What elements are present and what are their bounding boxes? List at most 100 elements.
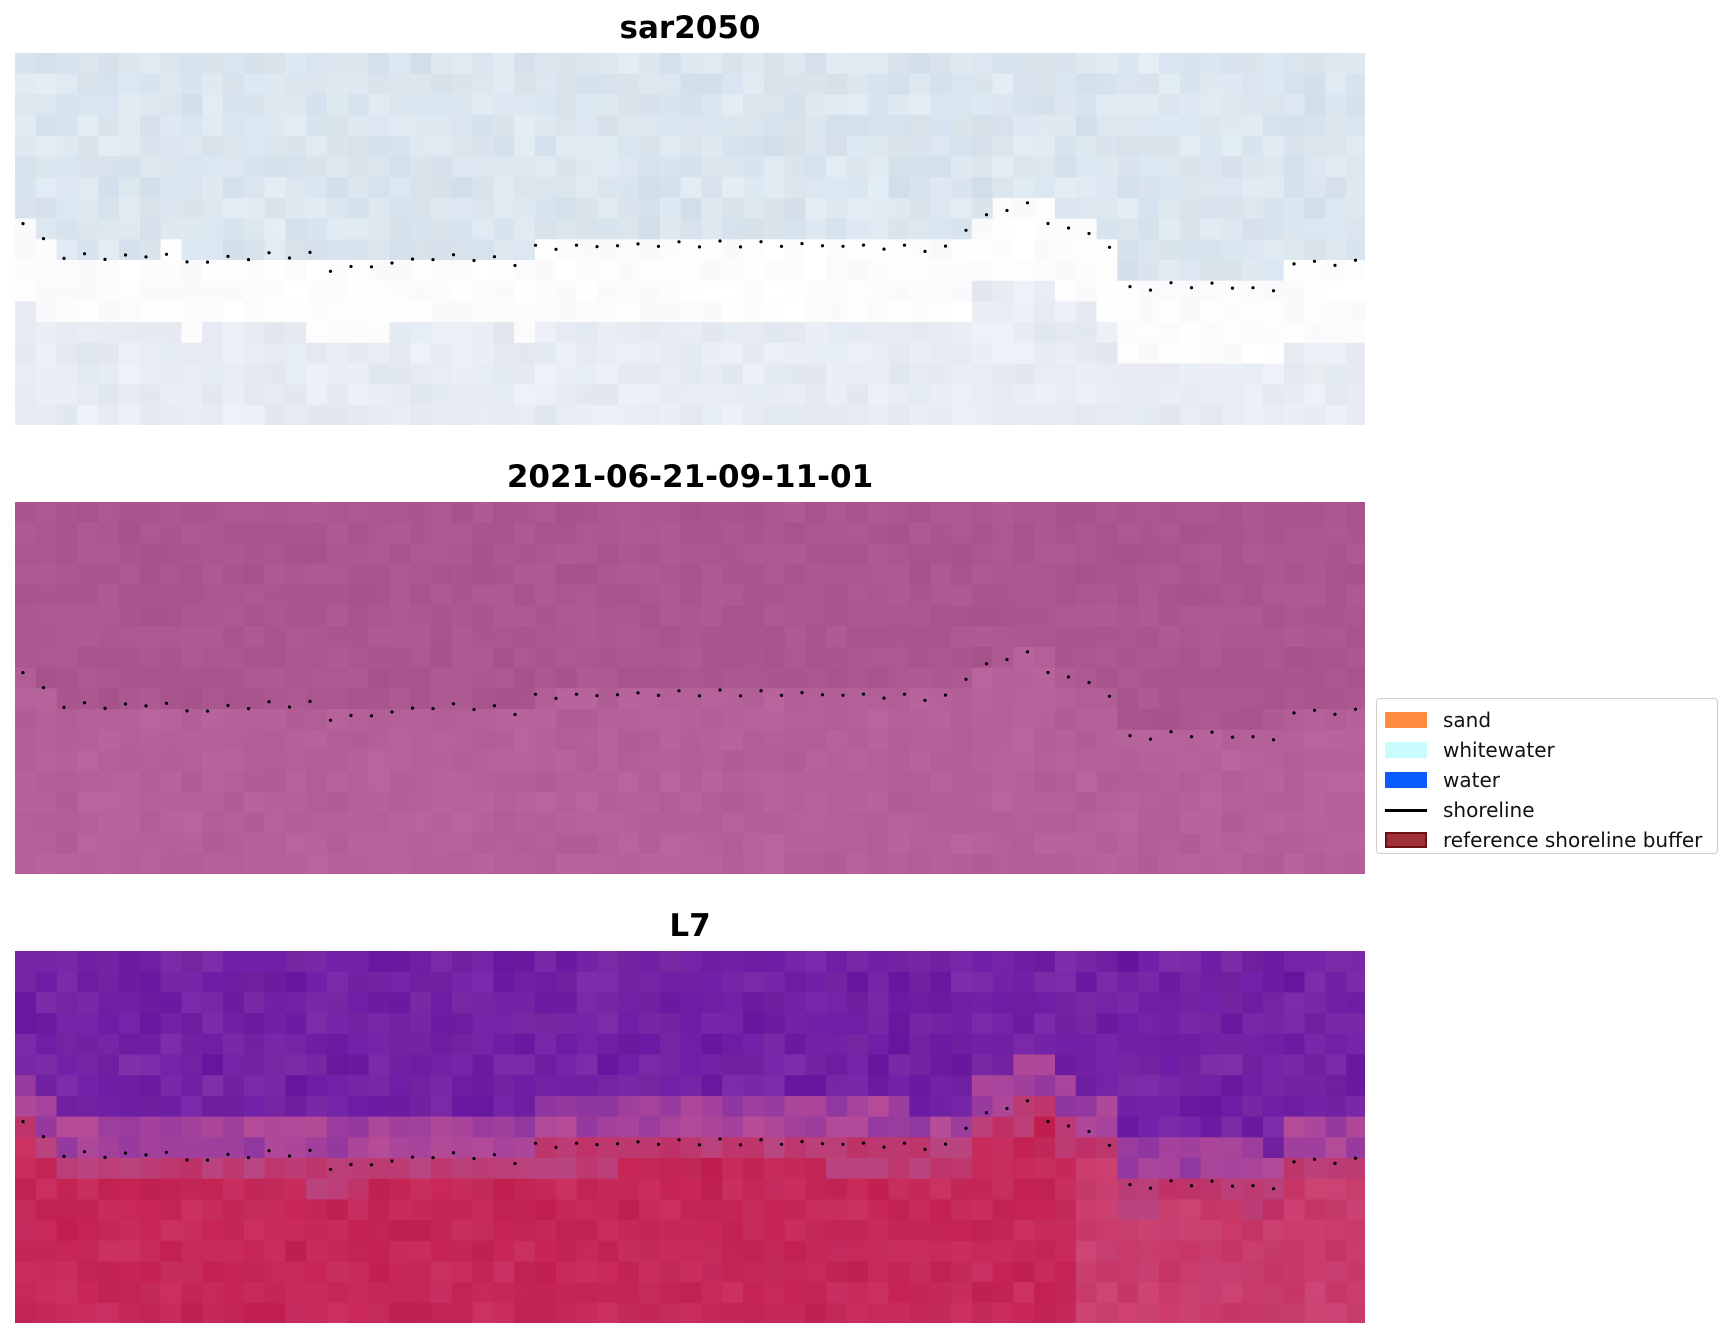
raster-pixel [285, 218, 307, 240]
shoreline-point [267, 1149, 271, 1153]
raster-pixel [1325, 605, 1347, 627]
raster-pixel [680, 73, 702, 95]
raster-pixel [181, 812, 203, 834]
raster-pixel [264, 522, 286, 544]
raster-pixel [119, 771, 141, 793]
raster-pixel [639, 833, 661, 855]
raster-pixel [202, 646, 224, 669]
raster-pixel [472, 342, 494, 365]
raster-pixel [77, 812, 99, 834]
raster-pixel [909, 135, 931, 158]
raster-pixel [35, 384, 58, 406]
raster-pixel [535, 363, 557, 385]
raster-pixel [659, 1199, 682, 1221]
raster-pixel [181, 1302, 203, 1323]
raster-pixel [35, 709, 58, 731]
raster-pixel [77, 771, 99, 793]
raster-pixel [1013, 729, 1035, 751]
raster-pixel [202, 115, 224, 137]
shoreline-point [369, 714, 374, 718]
raster-pixel [576, 1075, 598, 1097]
raster-pixel [264, 1158, 286, 1180]
raster-pixel [639, 301, 661, 323]
raster-pixel [1117, 1178, 1139, 1200]
raster-pixel [139, 502, 162, 524]
raster-pixel [1283, 1033, 1306, 1056]
raster-pixel [327, 73, 349, 95]
raster-pixel [618, 384, 640, 406]
raster-pixel [451, 1095, 474, 1118]
raster-pixel [264, 750, 286, 772]
raster-pixel [701, 363, 723, 385]
raster-pixel [181, 791, 203, 814]
raster-pixel [243, 260, 266, 282]
raster-pixel [56, 1013, 78, 1035]
raster-pixel [1200, 605, 1222, 627]
raster-pixel [160, 564, 182, 586]
raster-pixel [826, 1282, 848, 1304]
raster-pixel [805, 833, 827, 855]
shoreline-point [431, 1156, 435, 1160]
raster-pixel [77, 605, 99, 627]
raster-pixel [15, 1054, 37, 1076]
raster-pixel [867, 384, 890, 406]
raster-pixel [867, 812, 890, 834]
raster-pixel [1179, 605, 1202, 627]
raster-pixel [451, 322, 474, 344]
raster-pixel [1263, 1240, 1285, 1263]
raster-pixel [847, 502, 869, 524]
raster-pixel [389, 1116, 411, 1138]
raster-pixel [431, 135, 453, 158]
raster-pixel [1263, 177, 1285, 199]
raster-pixel [1242, 218, 1264, 240]
raster-pixel [181, 1199, 203, 1221]
raster-pixel [56, 502, 78, 524]
raster-pixel [909, 384, 931, 406]
raster-pixel [1159, 156, 1181, 178]
raster-pixel [1117, 1158, 1139, 1180]
raster-pixel [743, 971, 765, 993]
raster-pixel [15, 342, 37, 365]
raster-pixel [202, 1116, 224, 1138]
raster-pixel [1075, 1302, 1098, 1323]
shoreline-point [759, 240, 763, 244]
raster-pixel [306, 115, 328, 137]
raster-pixel [1325, 853, 1347, 874]
raster-pixel [514, 667, 536, 689]
raster-pixel [514, 177, 536, 199]
raster-pixel [1055, 1075, 1077, 1097]
raster-pixel [264, 260, 286, 282]
raster-pixel [763, 1178, 786, 1200]
raster-pixel [56, 709, 78, 731]
raster-pixel [722, 94, 744, 116]
raster-pixel [327, 177, 349, 199]
raster-pixel [743, 1054, 765, 1076]
raster-pixel [264, 1137, 286, 1159]
raster-pixel [1242, 667, 1264, 689]
raster-pixel [847, 750, 869, 772]
raster-pixel [1179, 688, 1202, 710]
raster-pixel [98, 322, 120, 344]
raster-pixel [368, 363, 390, 385]
raster-pixel [306, 750, 328, 772]
raster-pixel [139, 73, 162, 95]
raster-pixel [160, 709, 182, 731]
raster-pixel [805, 342, 827, 365]
raster-pixel [119, 502, 141, 524]
raster-pixel [472, 667, 494, 689]
raster-pixel [951, 94, 973, 116]
raster-pixel [555, 605, 578, 627]
raster-pixel [763, 646, 786, 669]
raster-pixel [1200, 135, 1222, 158]
raster-pixel [1179, 564, 1202, 586]
raster-pixel [1055, 522, 1077, 544]
raster-pixel [1242, 239, 1264, 261]
raster-pixel [1263, 1220, 1285, 1242]
raster-pixel [1075, 156, 1098, 178]
raster-pixel [847, 1199, 869, 1221]
raster-pixel [77, 404, 99, 425]
raster-pixel [1179, 667, 1202, 689]
raster-pixel [306, 667, 328, 689]
raster-pixel [1263, 73, 1285, 95]
raster-pixel [1055, 750, 1077, 772]
